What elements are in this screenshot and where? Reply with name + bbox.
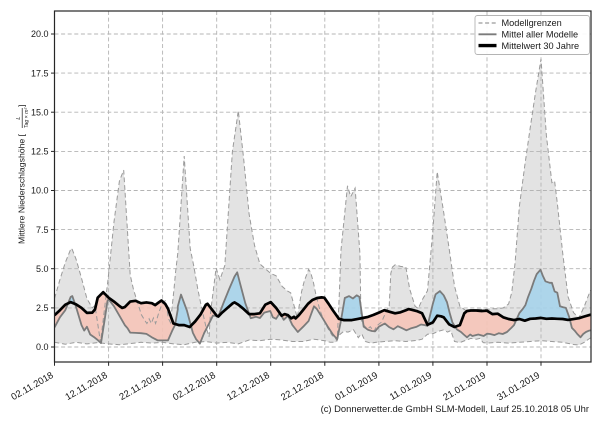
svg-text:5.0: 5.0 <box>36 264 49 274</box>
svg-text:Mittlere Niederschlagshöhe [: Mittlere Niederschlagshöhe [ <box>17 133 27 244</box>
svg-text:0.0: 0.0 <box>36 342 49 352</box>
svg-text:17.5: 17.5 <box>31 68 49 78</box>
svg-text:(c) Donnerwetter.de GmbH SLM-M: (c) Donnerwetter.de GmbH SLM-Modell, Lau… <box>321 403 589 414</box>
svg-text:7.5: 7.5 <box>36 225 49 235</box>
svg-text:Modellgrenzen: Modellgrenzen <box>502 18 562 28</box>
svg-text:L: L <box>16 116 22 119</box>
svg-text:]: ] <box>17 105 27 107</box>
svg-text:Mittel aller Modelle: Mittel aller Modelle <box>502 30 579 40</box>
svg-text:Tag × m²: Tag × m² <box>24 108 30 129</box>
svg-text:12.5: 12.5 <box>31 147 49 157</box>
svg-text:15.0: 15.0 <box>31 107 49 117</box>
svg-text:Mittelwert 30 Jahre: Mittelwert 30 Jahre <box>502 41 580 51</box>
svg-text:10.0: 10.0 <box>31 186 49 196</box>
svg-text:2.5: 2.5 <box>36 303 49 313</box>
svg-text:20.0: 20.0 <box>31 29 49 39</box>
